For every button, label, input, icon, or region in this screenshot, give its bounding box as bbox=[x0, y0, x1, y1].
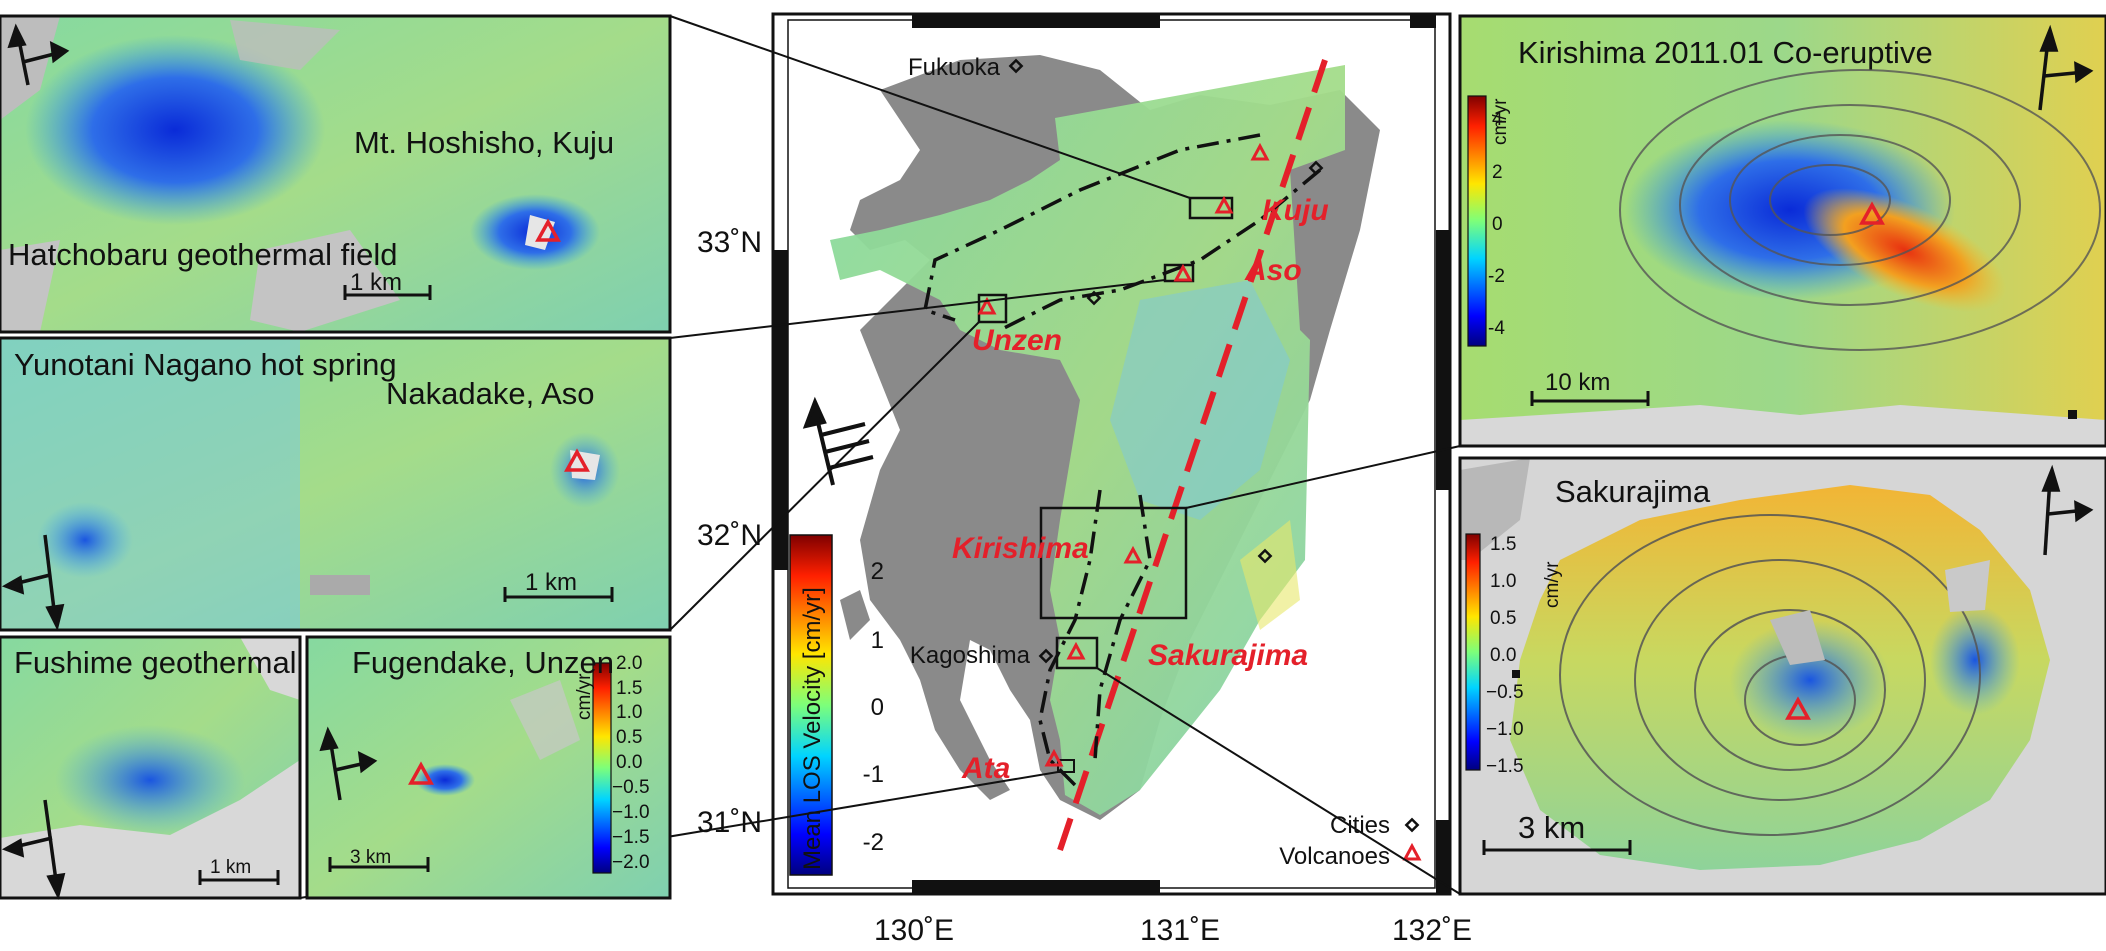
look-direction-icon bbox=[2041, 464, 2094, 556]
inset-title: Nakadake, Aso bbox=[386, 376, 595, 411]
colorbar-tick: 1 bbox=[871, 627, 884, 654]
volcano-kirishima: Kirishima bbox=[952, 532, 1089, 565]
colorbar-tick: −1.5 bbox=[1486, 756, 1524, 777]
colorbar-tick: −1.0 bbox=[612, 802, 650, 823]
colorbar-unit: cm/yr bbox=[574, 673, 595, 720]
lat-label-33: 33˚N bbox=[697, 226, 762, 259]
inset-kuju: Mt. Hoshisho, Kuju Hatchobaru geothermal… bbox=[0, 14, 672, 334]
volcano-ata: Ata bbox=[961, 752, 1010, 785]
scale-label: 10 km bbox=[1545, 369, 1610, 396]
lat-label-32: 32˚N bbox=[697, 519, 762, 552]
look-direction-icon bbox=[2038, 24, 2094, 111]
lon-label-131: 131˚E bbox=[1140, 914, 1220, 947]
colorbar-unit: cm/yr bbox=[1542, 561, 1563, 608]
colorbar-tick: -2 bbox=[1488, 266, 1505, 287]
legend-volcanoes: Volcanoes bbox=[1279, 843, 1390, 870]
city-fukuoka: Fukuoka bbox=[908, 54, 1001, 81]
scale-bar bbox=[328, 857, 430, 872]
inset-subtitle: Yunotani Nagano hot spring bbox=[14, 347, 397, 382]
colorbar-tick: 2.0 bbox=[616, 653, 642, 674]
colorbar-tick: −1.5 bbox=[612, 827, 650, 848]
scale-label: 3 km bbox=[1518, 810, 1585, 845]
colorbar-tick: 2 bbox=[1492, 162, 1503, 183]
inset-aso: Nakadake, Aso Yunotani Nagano hot spring… bbox=[0, 336, 672, 632]
colorbar-tick: 1.5 bbox=[1490, 534, 1516, 555]
colorbar-label: Mean LOS Velocity [cm/yr] bbox=[799, 587, 826, 870]
colorbar-tick: 0.0 bbox=[616, 752, 642, 773]
colorbar-tick: −0.5 bbox=[612, 777, 650, 798]
look-direction-icon bbox=[7, 23, 70, 86]
scale-label: 1 km bbox=[210, 857, 251, 878]
volcano-aso: Aso bbox=[1244, 254, 1302, 287]
look-direction-icon bbox=[319, 726, 378, 801]
insar-swath bbox=[830, 65, 1345, 815]
volcano-marker bbox=[1785, 696, 1811, 720]
inset-title: Kirishima 2011.01 Co-eruptive bbox=[1518, 35, 1933, 70]
inset-title-line1: Fushime geothermal field bbox=[14, 645, 362, 680]
colorbar-tick: -1 bbox=[863, 761, 884, 788]
lon-label-132: 132˚E bbox=[1392, 914, 1472, 947]
look-direction-icon bbox=[1, 534, 65, 632]
look-direction-icon bbox=[802, 396, 874, 486]
scale-bar bbox=[1482, 840, 1632, 855]
inset-fushime: Fushime geothermal field 1 km bbox=[0, 635, 362, 901]
colorbar-tick: 0.0 bbox=[1490, 645, 1516, 666]
inset-title: Fugendake, Unzen bbox=[352, 645, 614, 680]
city-kagoshima: Kagoshima bbox=[910, 642, 1031, 669]
colorbar-tick: 1.5 bbox=[616, 678, 642, 699]
scale-bar bbox=[503, 587, 614, 602]
scale-label: 3 km bbox=[350, 847, 391, 868]
volcano-marker bbox=[408, 761, 434, 785]
volcano-marker bbox=[564, 448, 590, 472]
scale-label: 1 km bbox=[525, 569, 577, 596]
colorbar-tick: 1.0 bbox=[616, 702, 642, 723]
lon-label-130: 130˚E bbox=[874, 914, 954, 947]
legend-cities: Cities bbox=[1330, 812, 1390, 839]
colorbar-tick: 0.5 bbox=[616, 727, 642, 748]
scale-bar bbox=[198, 870, 280, 885]
inset-sakurajima: Sakurajima 3 km cm/yr 1.5 1.0 0.5 0.0 −0… bbox=[1458, 456, 2106, 896]
colorbar-tick: −1.0 bbox=[1486, 719, 1524, 740]
colorbar-tick: −2.0 bbox=[612, 852, 650, 873]
scale-bar bbox=[1530, 391, 1650, 406]
colorbar-unit: cm/yr bbox=[1490, 98, 1511, 145]
volcano-kuju: Kuju bbox=[1262, 194, 1329, 227]
colorbar-tick: 2 bbox=[871, 558, 884, 585]
colorbar-tick: 0.5 bbox=[1490, 608, 1516, 629]
inset-title: Mt. Hoshisho, Kuju bbox=[354, 125, 614, 160]
main-colorbar bbox=[789, 534, 833, 876]
inset-title: Sakurajima bbox=[1555, 474, 1711, 509]
colorbar-tick: -4 bbox=[1488, 318, 1505, 339]
volcano-unzen: Unzen bbox=[972, 324, 1062, 357]
colorbar-tick: 0 bbox=[871, 694, 884, 721]
colorbar-tick: 0 bbox=[1492, 214, 1503, 235]
volcano-sakurajima: Sakurajima bbox=[1148, 639, 1308, 672]
look-direction-icon bbox=[1, 799, 66, 901]
colorbar-tick: -2 bbox=[863, 829, 884, 856]
scale-label: 1 km bbox=[350, 269, 402, 296]
volcano-marker bbox=[535, 218, 561, 242]
colorbar-tick: 4 bbox=[1492, 109, 1503, 130]
volcano-marker bbox=[1859, 201, 1885, 225]
inset-unzen: Fugendake, Unzen 3 km cm/yr 2.0 1.5 1.0 … bbox=[305, 635, 672, 900]
inset-kirishima: Kirishima 2011.01 Co-eruptive 10 km cm/y… bbox=[1458, 14, 2106, 448]
main-map bbox=[771, 12, 1452, 896]
inset-subtitle: Hatchobaru geothermal field bbox=[8, 237, 397, 272]
colorbar-tick: 1.0 bbox=[1490, 571, 1516, 592]
colorbar-tick: −0.5 bbox=[1486, 682, 1524, 703]
scale-bar bbox=[343, 285, 432, 300]
